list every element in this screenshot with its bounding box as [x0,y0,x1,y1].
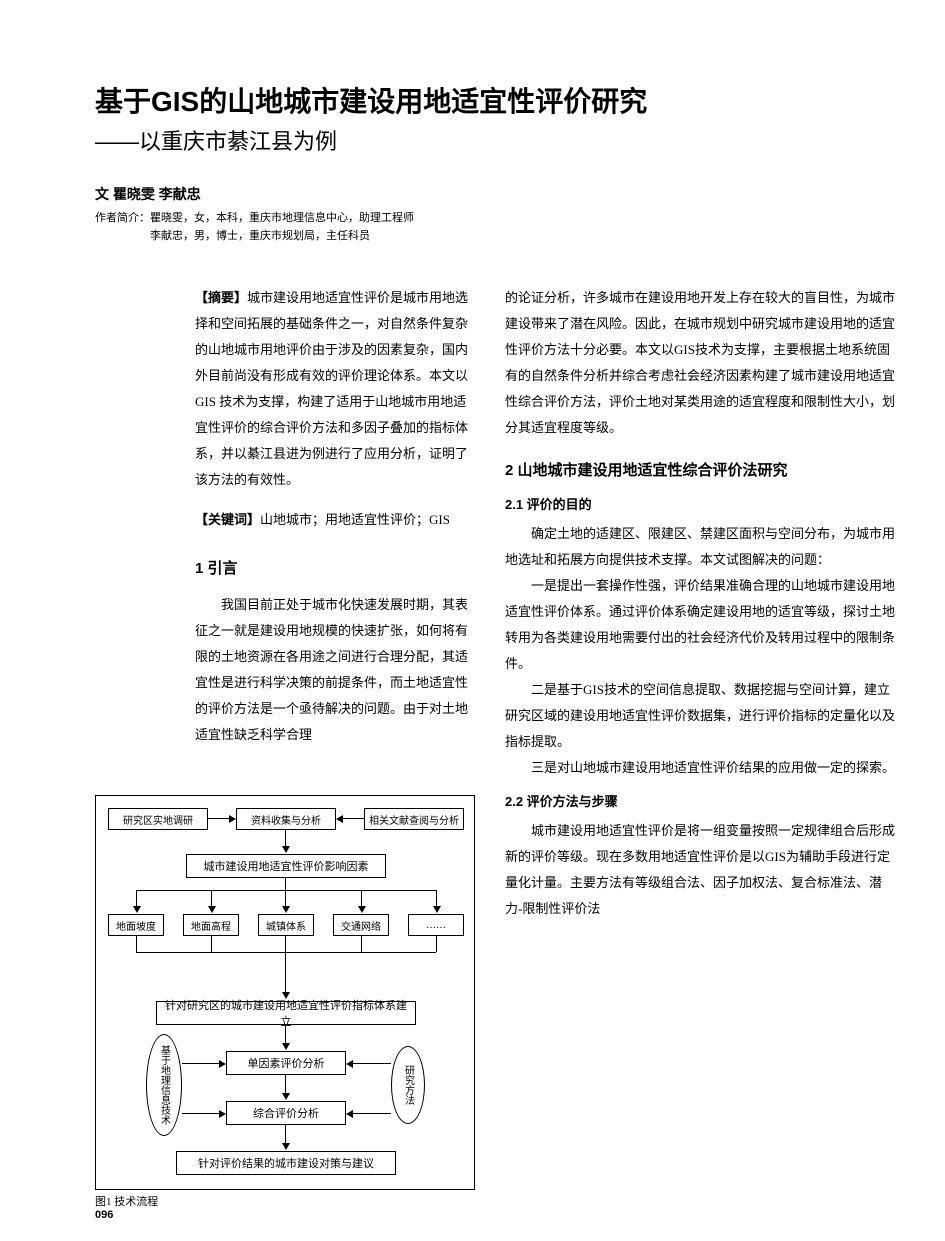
fc-line [285,1125,286,1145]
section-1-p1: 我国目前正处于城市化快速发展时期，其表征之一就是建设用地规模的快速扩张，如何将有… [95,592,475,748]
paper-title-sub: ——以重庆市綦江县为例 [95,124,895,156]
keywords-label: 【关键词】 [195,512,260,527]
keywords-text: 山地城市；用地适宜性评价；GIS [260,512,450,527]
fc-box-towns: 城镇体系 [258,914,314,936]
author-info-label: 作者简介： [95,212,150,224]
fc-arrow-down-icon [282,1043,290,1050]
section-2-2-heading: 2.2 评价方法与步骤 [505,791,895,810]
author-info-2: 李献忠，男，博士，重庆市规划局，主任科员 [150,230,370,242]
author-info-block: 作者简介：瞿晓雯，女，本科，重庆市地理信息中心，助理工程师 作者简介：李献忠，男… [95,210,895,245]
fc-arrow-down-icon [282,1093,290,1100]
fc-box-ellipsis: …… [408,914,464,936]
keywords-block: 【关键词】山地城市；用地适宜性评价；GIS [95,507,475,533]
fc-ellipse-gis: 基于地理信息技术 [146,1034,182,1136]
flowchart-caption: 图1 技术流程 [95,1193,158,1209]
fc-box-literature: 相关文献查阅与分析 [364,808,464,830]
fc-arrow-down-icon [208,906,216,913]
fc-arrow-down-icon [282,906,290,913]
fc-arrow-down-icon [133,906,141,913]
fc-box-comprehensive: 综合评价分析 [226,1101,346,1125]
fc-line [285,936,286,952]
fc-line [136,936,137,952]
fc-line [436,936,437,952]
author-info-1: 瞿晓雯，女，本科，重庆市地理信息中心，助理工程师 [150,212,414,224]
abstract-label: 【摘要】 [195,290,247,305]
fc-line [136,890,436,891]
fc-line [353,1113,391,1114]
fc-line [285,952,286,994]
fc-arrow-right-icon [219,1060,226,1068]
fc-line [285,1075,286,1095]
page-number: 096 [95,1209,113,1221]
fc-box-data-collection: 资料收集与分析 [236,808,336,830]
fc-ellipse-method: 研究方法 [391,1046,425,1124]
section-2-2-p1: 城市建设用地适宜性评价是将一组变量按照一定规律组合后形成新的评价等级。现在多数用… [505,818,895,922]
fc-line [182,1063,219,1064]
fc-box-field-survey: 研究区实地调研 [108,808,208,830]
fc-line [285,1025,286,1045]
fc-line [211,936,212,952]
section-2-heading: 2 山地城市建设用地适宜性综合评价法研究 [505,459,895,480]
fc-line [182,1113,219,1114]
fc-box-traffic: 交通网络 [333,914,389,936]
fc-arrow-right-icon [229,815,236,823]
section-2-1-p3: 二是基于GIS技术的空间信息提取、数据挖掘与空间计算，建立研究区域的建设用地适宜… [505,677,895,755]
abstract-block: 【摘要】城市建设用地适宜性评价是城市用地选择和空间拓展的基础条件之一，对自然条件… [95,285,475,493]
fc-arrow-down-icon [433,906,441,913]
paper-title-main: 基于GIS的山地城市建设用地适宜性评价研究 [95,80,895,120]
fc-box-slope: 地面坡度 [108,914,164,936]
fc-box-elevation: 地面高程 [183,914,239,936]
section-2-1-heading: 2.1 评价的目的 [505,494,895,513]
authors-line: 文 瞿晓雯 李献忠 [95,184,895,204]
fc-line [361,936,362,952]
fc-line [285,878,286,890]
right-intro-text: 的论证分析，许多城市在建设用地开发上存在较大的盲目性，为城市建设带来了潜在风险。… [505,285,895,441]
fc-box-recommendations: 针对评价结果的城市建设对策与建议 [176,1151,396,1175]
section-1-heading: 1 引言 [95,557,475,578]
fc-line [136,952,436,953]
fc-line [208,818,229,819]
fc-arrow-left-icon [336,815,343,823]
column-right: 的论证分析，许多城市在建设用地开发上存在较大的盲目性，为城市建设带来了潜在风险。… [505,285,895,922]
fc-box-single-factor: 单因素评价分析 [226,1051,346,1075]
fc-box-factors: 城市建设用地适宜性评价影响因素 [186,854,386,878]
fc-arrow-left-icon [346,1060,353,1068]
flowchart-figure-1: 研究区实地调研 资料收集与分析 相关文献查阅与分析 城市建设用地适宜性评价影响因… [95,795,475,1190]
fc-box-indicator-system: 针对研究区的城市建设用地适宜性评价指标体系建立 [156,1001,416,1025]
section-2-1-p1: 确定土地的适建区、限建区、禁建区面积与空间分布，为城市用地选址和拓展方向提供技术… [505,521,895,573]
fc-arrow-down-icon [282,846,290,853]
fc-arrow-left-icon [346,1110,353,1118]
section-2-1-p2: 一是提出一套操作性强，评价结果准确合理的山地城市建设用地适宜性评价体系。通过评价… [505,573,895,677]
fc-arrow-down-icon [358,906,366,913]
fc-arrow-right-icon [219,1110,226,1118]
abstract-text: 城市建设用地适宜性评价是城市用地选择和空间拓展的基础条件之一，对自然条件复杂的山… [195,290,468,487]
section-2-1-p4: 三是对山地城市建设用地适宜性评价结果的应用做一定的探索。 [505,755,895,781]
fc-line [353,1063,391,1064]
fc-arrow-down-icon [282,1143,290,1150]
fc-line [343,818,364,819]
